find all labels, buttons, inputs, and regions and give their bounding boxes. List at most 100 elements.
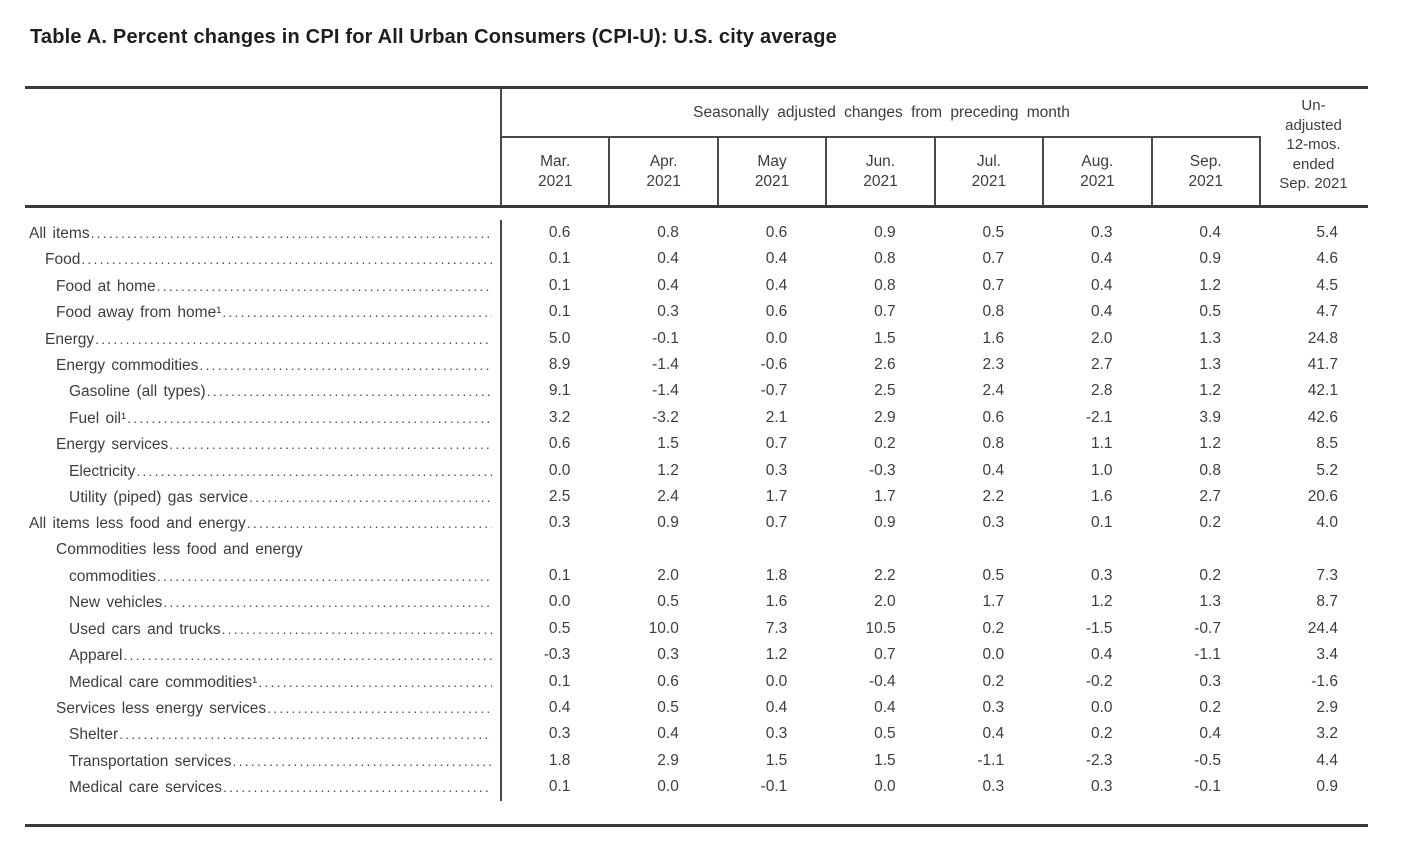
table-row: Used cars and trucks....................… — [25, 615, 1368, 643]
month-header-line1: May — [757, 152, 787, 170]
monthly-percent-change-cell: 0.8 — [1199, 461, 1221, 479]
table-row: Food at home............................… — [25, 272, 1368, 300]
row-label: Food away from home¹ — [56, 304, 222, 322]
row-label: New vehicles — [69, 594, 163, 612]
table-row: All items...............................… — [25, 220, 1368, 247]
row-label-line: Used cars and trucks....................… — [25, 616, 500, 642]
row-label-line: Fuel oil¹...............................… — [25, 405, 500, 431]
monthly-percent-change-cell: 1.8 — [765, 567, 788, 585]
row-label-line: Services less energy services...........… — [25, 695, 500, 721]
monthly-percent-change-cell: 0.5 — [657, 699, 679, 717]
row-label-line: Energy..................................… — [25, 326, 500, 352]
row-label-line: Energy commodities......................… — [25, 352, 500, 378]
row-label-cell: All items...............................… — [25, 220, 502, 247]
month-header-line2: 2021 — [1188, 172, 1223, 190]
row-label: All items less food and energy — [29, 515, 246, 533]
row-label-cell: Energy services.........................… — [25, 431, 502, 458]
row-label-continued: commodities — [69, 568, 156, 586]
monthly-percent-change-cell: -1.1 — [1194, 646, 1221, 664]
monthly-percent-change-cell: 0.2 — [982, 619, 1005, 637]
monthly-percent-change-cell: 2.7 — [1199, 487, 1221, 505]
dot-leader: ........................................… — [123, 647, 492, 664]
row-label-line: Transportation services.................… — [25, 748, 500, 774]
monthly-percent-change-cell: -1.4 — [652, 382, 679, 400]
monthly-percent-change-cell: 0.3 — [982, 778, 1005, 796]
month-header-line2: 2021 — [646, 172, 681, 190]
monthly-percent-change-cell: 0.5 — [982, 567, 1005, 585]
monthly-percent-change-cell: 0.5 — [657, 593, 679, 611]
monthly-percent-change-cell: 0.0 — [1090, 699, 1113, 717]
dot-leader: ........................................… — [81, 251, 492, 268]
monthly-percent-change-cell: 0.3 — [982, 514, 1005, 532]
monthly-percent-change-cell: 2.2 — [982, 487, 1005, 505]
row-label-line: Commodities less food and energy — [25, 537, 500, 563]
monthly-percent-change-cell: 0.3 — [765, 461, 788, 479]
monthly-percent-change-cell: 0.8 — [982, 435, 1005, 453]
monthly-percent-change-cell: -0.7 — [1194, 619, 1221, 637]
table-row: Fuel oil¹...............................… — [25, 404, 1368, 432]
row-label: Apparel — [69, 647, 123, 665]
monthly-percent-change-cell: 0.1 — [548, 276, 571, 294]
dot-leader: ........................................… — [258, 673, 492, 690]
dot-leader: ........................................… — [90, 225, 492, 241]
unadjusted-12mo-cell: 3.4 — [1316, 646, 1338, 664]
monthly-percent-change-cell: 0.4 — [1090, 276, 1113, 294]
table-body: All items...............................… — [25, 208, 1368, 801]
monthly-percent-change-cell: 3.2 — [548, 408, 571, 426]
row-label-line: Shelter.................................… — [25, 721, 500, 747]
row-label-line: Food....................................… — [25, 246, 500, 272]
row-label-line: Utility (piped) gas service.............… — [25, 484, 500, 510]
row-label-cell: Medical care services...................… — [25, 774, 502, 801]
row-label: Utility (piped) gas service — [69, 488, 249, 506]
month-column-header: Mar. 2021 — [502, 138, 611, 205]
row-label-line: All items less food and energy..........… — [25, 510, 500, 536]
monthly-percent-change-cell: 1.5 — [874, 751, 896, 769]
column-header-unadjusted-12mos: Un-adjusted 12-mos. ended Sep. 2021 — [1261, 89, 1366, 205]
cpi-table: Seasonally adjusted changes from precedi… — [25, 86, 1368, 827]
row-label-line: Medical care commodities¹...............… — [25, 669, 500, 695]
unadjusted-12mo-cell: 8.5 — [1316, 435, 1338, 453]
monthly-percent-change-cell: 1.6 — [982, 329, 1005, 347]
monthly-percent-change-cell: 1.1 — [1090, 435, 1113, 453]
monthly-percent-change-cell: 2.6 — [874, 355, 896, 373]
unadjusted-12mo-cell: 42.1 — [1307, 382, 1338, 400]
month-column-header: Apr. 2021 — [610, 138, 719, 205]
row-label-cell: Commodities less food and energy commodit… — [25, 536, 502, 590]
row-label: Energy services — [56, 436, 169, 454]
monthly-percent-change-cell: 0.4 — [1199, 224, 1221, 241]
monthly-percent-change-cell: 10.0 — [648, 619, 679, 637]
unadjusted-12mo-cell: 24.8 — [1307, 329, 1338, 347]
monthly-percent-change-cell: 1.2 — [1090, 593, 1113, 611]
month-header-line2: 2021 — [971, 172, 1007, 190]
dot-leader: ........................................… — [156, 277, 492, 294]
monthly-percent-change-cell: 2.3 — [982, 355, 1005, 373]
month-header-line1: Apr. — [649, 152, 678, 170]
monthly-percent-change-cell: 0.4 — [765, 250, 788, 268]
table-row: Energy services.........................… — [25, 431, 1368, 458]
table-row: Gasoline (all types)....................… — [25, 378, 1368, 405]
unadjusted-header-line: Sep. 2021 — [1279, 175, 1348, 192]
monthly-percent-change-cell: 0.4 — [1090, 303, 1113, 321]
monthly-percent-change-cell: -0.6 — [760, 355, 788, 373]
row-label: Transportation services — [69, 752, 232, 770]
monthly-percent-change-cell: 0.2 — [1199, 567, 1221, 585]
row-label: Commodities less food and energy — [56, 540, 303, 558]
group-header-seasonally-adjusted: Seasonally adjusted changes from precedi… — [502, 89, 1261, 138]
monthly-percent-change-cell: 10.5 — [865, 619, 896, 637]
row-label-line: All items...............................… — [25, 220, 500, 246]
row-label: Medical care commodities¹ — [69, 673, 258, 691]
monthly-percent-change-cell: 1.5 — [765, 751, 788, 769]
dot-leader: ........................................… — [246, 515, 492, 532]
monthly-percent-change-cell: 0.0 — [548, 593, 571, 611]
month-header-line2: 2021 — [537, 172, 573, 190]
monthly-percent-change-cell: 0.4 — [657, 250, 679, 268]
row-label-cell: Medical care commodities¹...............… — [25, 668, 502, 696]
table-row: Services less energy services...........… — [25, 695, 1368, 722]
monthly-percent-change-cell: -0.5 — [1194, 751, 1221, 769]
monthly-percent-change-cell: -1.1 — [977, 751, 1005, 769]
monthly-percent-change-cell: 0.3 — [982, 699, 1005, 717]
monthly-percent-change-cell: 2.5 — [548, 487, 571, 505]
unadjusted-header-line: adjusted — [1285, 116, 1342, 134]
monthly-percent-change-cell: 7.3 — [765, 619, 788, 637]
